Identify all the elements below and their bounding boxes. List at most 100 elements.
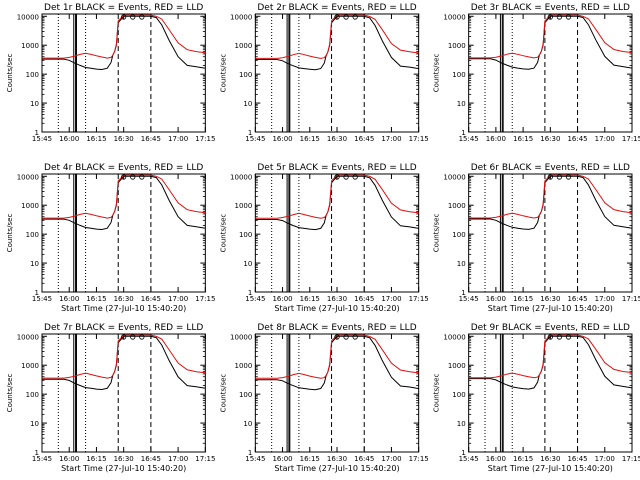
saturation-marker (121, 174, 127, 180)
saturation-marker (343, 174, 349, 180)
x-tick-label: 16:30 (327, 455, 347, 463)
saturation-marker (547, 14, 553, 20)
y-axis-label: Counts/sec (433, 214, 441, 253)
x-tick-label: 16:45 (141, 135, 161, 143)
y-axis-label: Counts/sec (433, 54, 441, 93)
x-tick-label: 16:00 (59, 455, 79, 463)
events-series-line (42, 335, 206, 391)
x-tick-label: 16:00 (272, 295, 292, 303)
y-tick-label: 10000 (17, 333, 39, 341)
chart-panel: Det 1r BLACK = Events, RED = LLD 1 10 100 10… (6, 3, 215, 143)
x-tick-label: 16:15 (300, 295, 320, 303)
saturation-marker (130, 174, 136, 180)
y-tick-label: 10000 (230, 333, 252, 341)
saturation-marker (334, 174, 340, 180)
events-series-line (42, 15, 206, 71)
x-tick-label: 16:30 (114, 135, 134, 143)
x-tick-label: 17:00 (381, 455, 401, 463)
y-tick-label: 1000 (21, 202, 39, 210)
chart-panel: Det 3r BLACK = Events, RED = LLD 1 10 100 10… (433, 3, 640, 143)
chart-panel: Det 2r BLACK = Events, RED = LLD 1 10 100 10… (219, 3, 428, 143)
chart-title: Det 8r BLACK = Events, RED = LLD (257, 323, 416, 333)
chart-panel: Det 4r BLACK = Events, RED = LLD 1 10 100 10… (6, 163, 215, 313)
x-tick-label: 16:00 (272, 455, 292, 463)
chart-panel: Det 7r BLACK = Events, RED = LLD 1 10 100 10… (6, 323, 215, 473)
x-tick-label: 16:15 (86, 295, 106, 303)
saturation-marker (352, 334, 358, 340)
saturation-marker (121, 14, 127, 20)
x-tick-label: 16:45 (141, 455, 161, 463)
y-tick-label: 10 (243, 100, 252, 108)
x-tick-label: 16:15 (513, 455, 533, 463)
y-tick-label: 100 (26, 391, 39, 399)
plot-frame (254, 333, 420, 453)
y-tick-label: 1 (35, 449, 39, 457)
x-tick-label: 16:15 (300, 135, 320, 143)
saturation-marker (334, 334, 340, 340)
saturation-marker (556, 174, 563, 180)
x-tick-label: 17:00 (381, 135, 401, 143)
lld-series-line (255, 14, 419, 59)
y-tick-label: 100 (26, 231, 39, 239)
x-tick-label: 16:45 (567, 295, 587, 303)
y-tick-label: 1000 (235, 42, 253, 50)
y-tick-label: 1 (35, 129, 39, 137)
saturation-marker (565, 334, 572, 340)
y-tick-label: 10 (30, 100, 39, 108)
x-tick-label: 17:15 (409, 135, 429, 143)
x-tick-label: 16:30 (327, 295, 347, 303)
lld-series-line (42, 14, 206, 59)
y-tick-label: 10000 (17, 173, 39, 181)
y-tick-label: 1000 (448, 202, 466, 210)
chart-panel: Det 9r BLACK = Events, RED = LLD 1 10 100 10… (433, 323, 640, 473)
y-tick-label: 10 (30, 420, 39, 428)
y-tick-label: 1 (248, 449, 252, 457)
chart-panel: Det 6r BLACK = Events, RED = LLD 1 10 100 10… (433, 163, 640, 313)
y-tick-label: 1000 (235, 362, 253, 370)
x-tick-label: 16:00 (486, 135, 506, 143)
x-tick-label: 15:45 (245, 135, 265, 143)
y-axis-label: Counts/sec (219, 54, 227, 93)
chart-title: Det 6r BLACK = Events, RED = LLD (471, 163, 630, 173)
x-axis-label: Start Time (27-Jul-10 15:40:20) (488, 304, 613, 313)
lld-series-line (42, 174, 206, 219)
y-tick-label: 10 (457, 420, 466, 428)
y-tick-label: 1000 (21, 362, 39, 370)
y-axis-label: Counts/sec (219, 374, 227, 413)
y-tick-label: 1 (461, 289, 465, 297)
lld-series-line (42, 334, 206, 379)
events-series-line (255, 335, 419, 391)
x-tick-label: 15:45 (245, 295, 265, 303)
x-tick-label: 16:30 (114, 295, 134, 303)
y-tick-label: 10 (243, 420, 252, 428)
x-tick-label: 17:00 (381, 295, 401, 303)
y-axis-label: Counts/sec (433, 374, 441, 413)
x-tick-label: 16:15 (513, 295, 533, 303)
y-axis-label: Counts/sec (6, 54, 14, 93)
x-axis-label: Start Time (27-Jul-10 15:40:20) (61, 464, 186, 473)
x-tick-label: 16:15 (513, 135, 533, 143)
saturation-marker (121, 334, 127, 340)
x-tick-label: 17:15 (409, 295, 429, 303)
y-axis-label: Counts/sec (6, 214, 14, 253)
saturation-marker (139, 174, 145, 180)
plot-frame (41, 13, 206, 133)
x-tick-label: 17:15 (195, 135, 215, 143)
y-tick-label: 100 (452, 231, 465, 239)
x-tick-label: 16:30 (540, 295, 560, 303)
x-tick-label: 16:45 (567, 135, 587, 143)
x-axis-label: Start Time (27-Jul-10 15:40:20) (274, 304, 399, 313)
y-tick-label: 1 (461, 129, 465, 137)
x-tick-label: 17:00 (168, 295, 188, 303)
x-tick-label: 16:15 (86, 455, 106, 463)
plot-frame (41, 173, 206, 293)
y-tick-label: 10000 (230, 173, 252, 181)
y-tick-label: 10 (243, 260, 252, 268)
x-tick-label: 16:15 (300, 455, 320, 463)
x-tick-label: 15:45 (245, 455, 265, 463)
lld-series-line (468, 334, 633, 379)
y-tick-label: 10 (457, 260, 466, 268)
x-tick-label: 16:45 (354, 455, 374, 463)
x-tick-label: 17:00 (168, 455, 188, 463)
